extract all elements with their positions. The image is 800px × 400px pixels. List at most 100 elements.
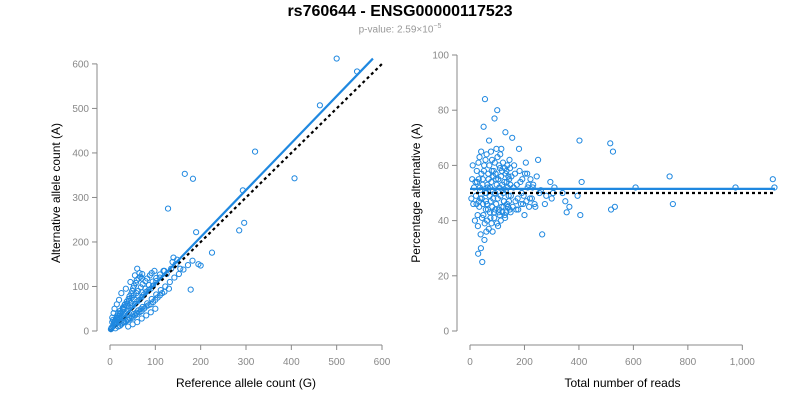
- data-point: [236, 227, 243, 234]
- data-point: [482, 198, 490, 205]
- data-point: [117, 310, 124, 317]
- data-point: [497, 217, 504, 224]
- data-point: [153, 291, 160, 298]
- data-point: [486, 209, 493, 216]
- data-point: [489, 228, 496, 235]
- y-tick-label: 200: [72, 237, 89, 248]
- data-point: [139, 303, 146, 311]
- y-tick-label: 0: [443, 327, 449, 338]
- data-point: [151, 267, 158, 275]
- data-point: [481, 96, 489, 103]
- data-point: [111, 318, 119, 325]
- data-point: [478, 148, 485, 155]
- y-tick-label: 500: [72, 104, 89, 115]
- x-tick-label: 500: [328, 357, 345, 368]
- data-point: [149, 278, 156, 285]
- x-tick-label: 600: [625, 357, 642, 368]
- data-point: [528, 195, 535, 202]
- data-point: [481, 236, 488, 244]
- data-point: [509, 203, 516, 210]
- data-point: [499, 159, 507, 166]
- data-point: [120, 303, 128, 311]
- x-tick-label: 0: [467, 357, 473, 368]
- data-point: [147, 309, 154, 316]
- data-point: [508, 173, 515, 180]
- data-point: [543, 192, 550, 199]
- y-tick-label: 100: [72, 282, 89, 293]
- x-tick-label: 400: [571, 357, 588, 368]
- data-point: [499, 209, 506, 216]
- data-point: [632, 184, 639, 191]
- data-point: [669, 200, 676, 208]
- data-point: [487, 198, 494, 205]
- data-point: [493, 145, 500, 152]
- data-point: [193, 229, 200, 236]
- data-point: [484, 184, 491, 191]
- data-point: [143, 312, 150, 319]
- data-point: [474, 211, 481, 219]
- data-point: [578, 178, 585, 186]
- data-point: [181, 170, 188, 177]
- data-point: [476, 187, 484, 194]
- pvalue-exponent: −5: [433, 23, 442, 30]
- x-tick-label: 1,000: [730, 357, 755, 368]
- data-point: [509, 134, 516, 141]
- data-point: [125, 314, 133, 321]
- data-point: [494, 223, 502, 230]
- data-point: [516, 167, 523, 175]
- data-point: [138, 315, 145, 322]
- data-point: [251, 148, 259, 155]
- scatter-panel-right: 0 20 40 60 80 100 0 200 400 600 800 1,000 Total numb…: [409, 51, 778, 390]
- data-point: [515, 145, 523, 152]
- data-point: [500, 198, 507, 205]
- data-point: [180, 266, 187, 273]
- data-point: [769, 176, 776, 183]
- data-point: [208, 249, 216, 256]
- data-point: [122, 318, 129, 325]
- data-point: [525, 203, 533, 210]
- data-point: [171, 274, 178, 281]
- data-point: [531, 200, 538, 208]
- data-point: [485, 170, 492, 177]
- data-point: [476, 154, 483, 161]
- data-point: [502, 129, 509, 136]
- data-point: [473, 178, 481, 186]
- data-point: [480, 211, 487, 219]
- data-point: [524, 184, 531, 191]
- data-point: [525, 181, 532, 188]
- data-point: [532, 203, 539, 210]
- data-point: [134, 318, 141, 326]
- scatter-panel-left: 0 100 200 300 400 500 600 0 100 200 300 400 500 600 Re…: [49, 55, 391, 390]
- data-point: [469, 162, 476, 169]
- data-point: [144, 300, 151, 307]
- data-point: [559, 189, 566, 197]
- data-point: [521, 170, 529, 177]
- data-point: [493, 200, 500, 208]
- data-point: [491, 115, 498, 122]
- data-point: [160, 267, 167, 275]
- data-point: [471, 217, 479, 224]
- data-point: [157, 286, 164, 294]
- data-point: [505, 198, 513, 205]
- data-point: [162, 283, 169, 290]
- fit-line: [109, 57, 374, 332]
- data-point: [135, 275, 142, 282]
- data-point: [577, 211, 584, 219]
- data-point: [519, 176, 526, 183]
- data-point: [574, 192, 581, 199]
- data-point: [125, 295, 132, 303]
- data-point: [149, 298, 157, 306]
- data-point: [132, 279, 139, 287]
- data-point: [507, 192, 514, 199]
- data-point: [487, 148, 495, 155]
- data-point: [475, 250, 482, 257]
- data-point: [482, 206, 489, 213]
- data-point: [563, 209, 570, 216]
- data-point: [135, 307, 142, 314]
- data-point: [517, 200, 525, 208]
- data-point: [136, 309, 143, 316]
- data-point: [140, 305, 148, 312]
- data-point: [534, 156, 542, 163]
- data-point: [494, 107, 501, 114]
- data-point: [481, 162, 488, 169]
